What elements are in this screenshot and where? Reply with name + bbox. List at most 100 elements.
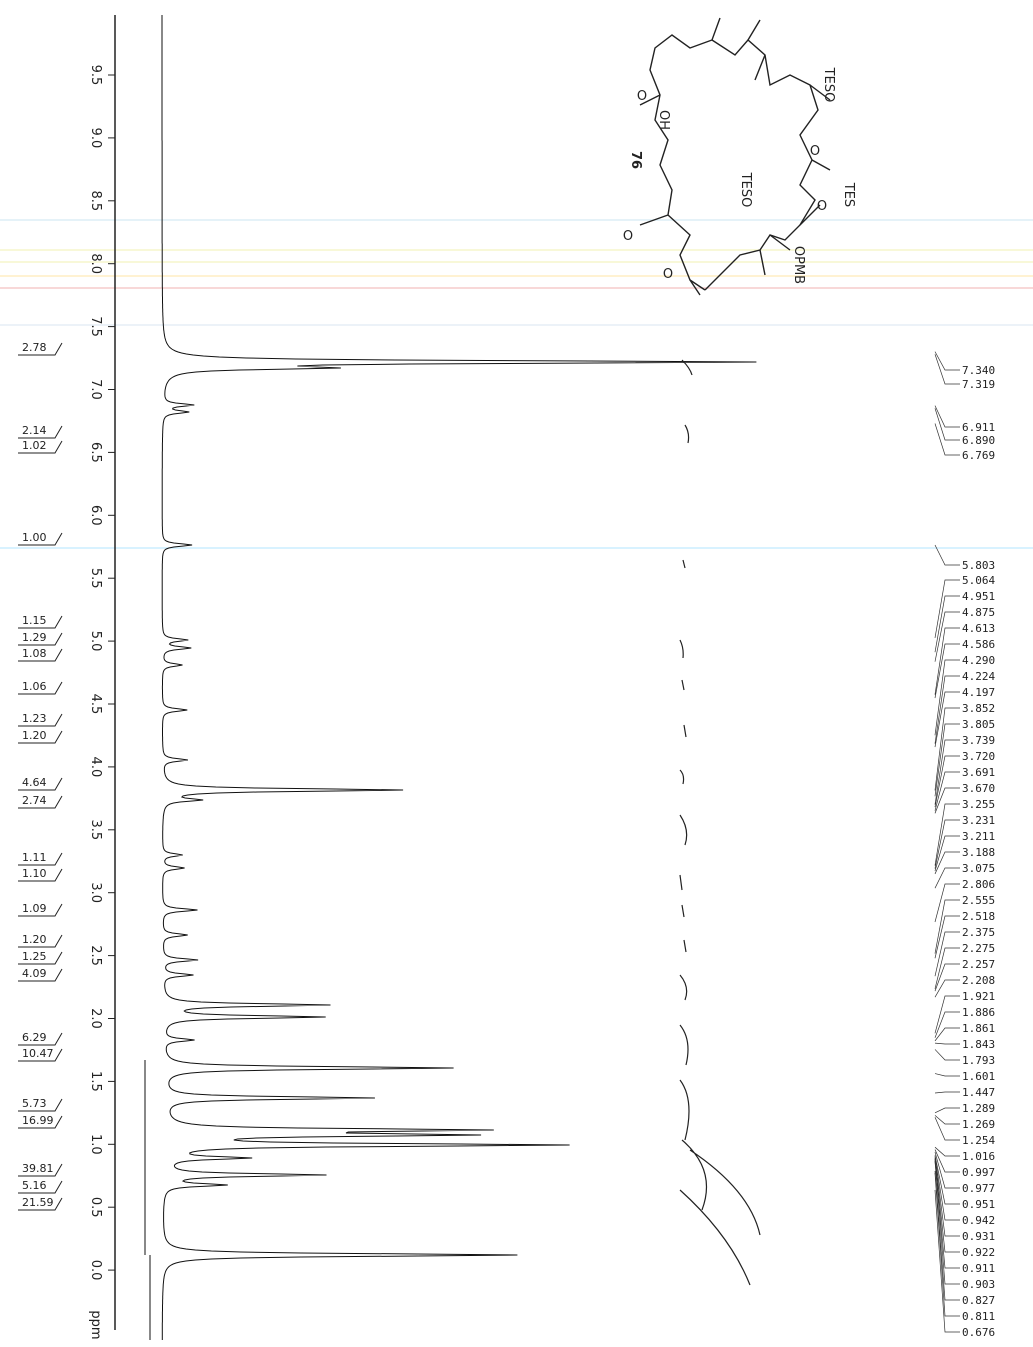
structure-label: TESO <box>821 67 836 103</box>
peak-label: 1.269 <box>962 1118 995 1131</box>
tick-label: 8.0 <box>88 253 103 274</box>
peak-label: 3.211 <box>962 830 995 843</box>
tick-label: 7.5 <box>88 316 103 337</box>
tick-label: 3.5 <box>88 819 103 840</box>
integral-bracket <box>18 713 63 727</box>
integral-value: 2.78 <box>22 341 47 354</box>
peak-leader <box>934 1172 960 1317</box>
peak-leader <box>934 1042 960 1045</box>
integral-value: 1.29 <box>22 631 47 644</box>
integral-value: 4.09 <box>22 967 47 980</box>
tick-label: 0.5 <box>88 1197 103 1218</box>
peak-leader <box>934 787 960 814</box>
structure-label: TESO <box>738 172 753 208</box>
tick-label: 1.5 <box>88 1071 103 1092</box>
peak-label: 1.793 <box>962 1054 995 1067</box>
integral-value: 1.20 <box>22 933 47 946</box>
peak-label: 4.951 <box>962 590 995 603</box>
peak-leader <box>934 995 960 1034</box>
tick-label: 4.0 <box>88 757 103 778</box>
tick-label: 0.0 <box>88 1260 103 1281</box>
peak-label: 2.555 <box>962 894 995 907</box>
peak-label: 2.208 <box>962 974 995 987</box>
peak-leader <box>934 739 960 805</box>
integral-bracket <box>18 1098 63 1112</box>
peak-leader <box>934 755 960 808</box>
peak-label: 0.931 <box>962 1230 995 1243</box>
peak-leader <box>934 1117 960 1141</box>
integral-value: 1.15 <box>22 614 47 627</box>
peak-leader <box>934 595 960 653</box>
peak-leader <box>934 544 960 566</box>
integral-value: 1.00 <box>22 531 47 544</box>
integral-value: 10.47 <box>22 1047 54 1060</box>
integral-bracket <box>18 1048 63 1062</box>
integral-value: 1.06 <box>22 680 47 693</box>
integral-value: 1.23 <box>22 712 47 725</box>
peak-leader <box>934 1049 960 1061</box>
peak-leader <box>934 963 960 992</box>
integral-bracket <box>18 648 63 662</box>
peak-label: 2.518 <box>962 910 995 923</box>
integral-value: 1.25 <box>22 950 47 963</box>
peak-leader <box>934 643 960 699</box>
peak-leader <box>934 1073 960 1077</box>
peak-leader <box>934 1011 960 1038</box>
tick-label: 2.5 <box>88 945 103 966</box>
integral-bracket <box>18 1163 63 1177</box>
axis-unit: ppm <box>88 1310 103 1339</box>
peak-leader <box>934 723 960 797</box>
peak-leader <box>934 1151 960 1189</box>
integral-bracket <box>18 681 63 695</box>
integral-bracket <box>18 868 63 882</box>
integral-value: 1.08 <box>22 647 47 660</box>
peak-label: 1.016 <box>962 1150 995 1163</box>
tick-label: 3.0 <box>88 882 103 903</box>
tick-label: 9.5 <box>88 65 103 86</box>
structure-drawing <box>639 17 831 296</box>
integral-value: 6.29 <box>22 1031 47 1044</box>
peak-leader <box>934 915 960 959</box>
integral-bracket <box>18 903 63 917</box>
peak-leader <box>934 611 960 662</box>
peak-label: 0.827 <box>962 1294 995 1307</box>
integral-value: 1.11 <box>22 851 47 864</box>
peak-leader <box>934 819 960 869</box>
peak-label: 7.340 <box>962 364 995 377</box>
peak-label: 0.676 <box>962 1326 995 1339</box>
peak-leader <box>934 707 960 791</box>
integral-bracket <box>18 795 63 809</box>
peak-label: 7.319 <box>962 378 995 391</box>
integral <box>679 359 761 1286</box>
peak-leader <box>934 1160 960 1269</box>
peak-label: 1.254 <box>962 1134 995 1147</box>
peak-label: 4.586 <box>962 638 995 651</box>
integral-bracket <box>18 615 63 629</box>
peak-leader <box>934 899 960 954</box>
peak-label: 0.997 <box>962 1166 995 1179</box>
peak-leader <box>934 771 960 811</box>
peak-label: 1.843 <box>962 1038 995 1051</box>
peak-label: 3.255 <box>962 798 995 811</box>
baseline-offset <box>144 1060 151 1340</box>
peak-leader <box>934 1157 960 1237</box>
peak-label: 0.903 <box>962 1278 995 1291</box>
peak-label: 6.911 <box>962 421 995 434</box>
integral-bracket <box>18 1197 63 1211</box>
peak-leader <box>934 1189 960 1333</box>
integral-value: 1.09 <box>22 902 47 915</box>
peak-leader <box>934 979 960 998</box>
tick-label: 2.0 <box>88 1008 103 1029</box>
tick-label: 7.0 <box>88 379 103 400</box>
integral-value: 2.14 <box>22 424 47 437</box>
peak-label: 4.875 <box>962 606 995 619</box>
integral-value: 1.20 <box>22 729 47 742</box>
peak-leader <box>934 1155 960 1205</box>
peak-label: 0.951 <box>962 1198 995 1211</box>
integral-value: 5.73 <box>22 1097 47 1110</box>
structure-label: O <box>663 267 673 282</box>
peak-leader <box>934 1146 960 1157</box>
substituents <box>639 19 831 296</box>
peak-leader <box>934 675 960 744</box>
peak-label: 4.197 <box>962 686 995 699</box>
